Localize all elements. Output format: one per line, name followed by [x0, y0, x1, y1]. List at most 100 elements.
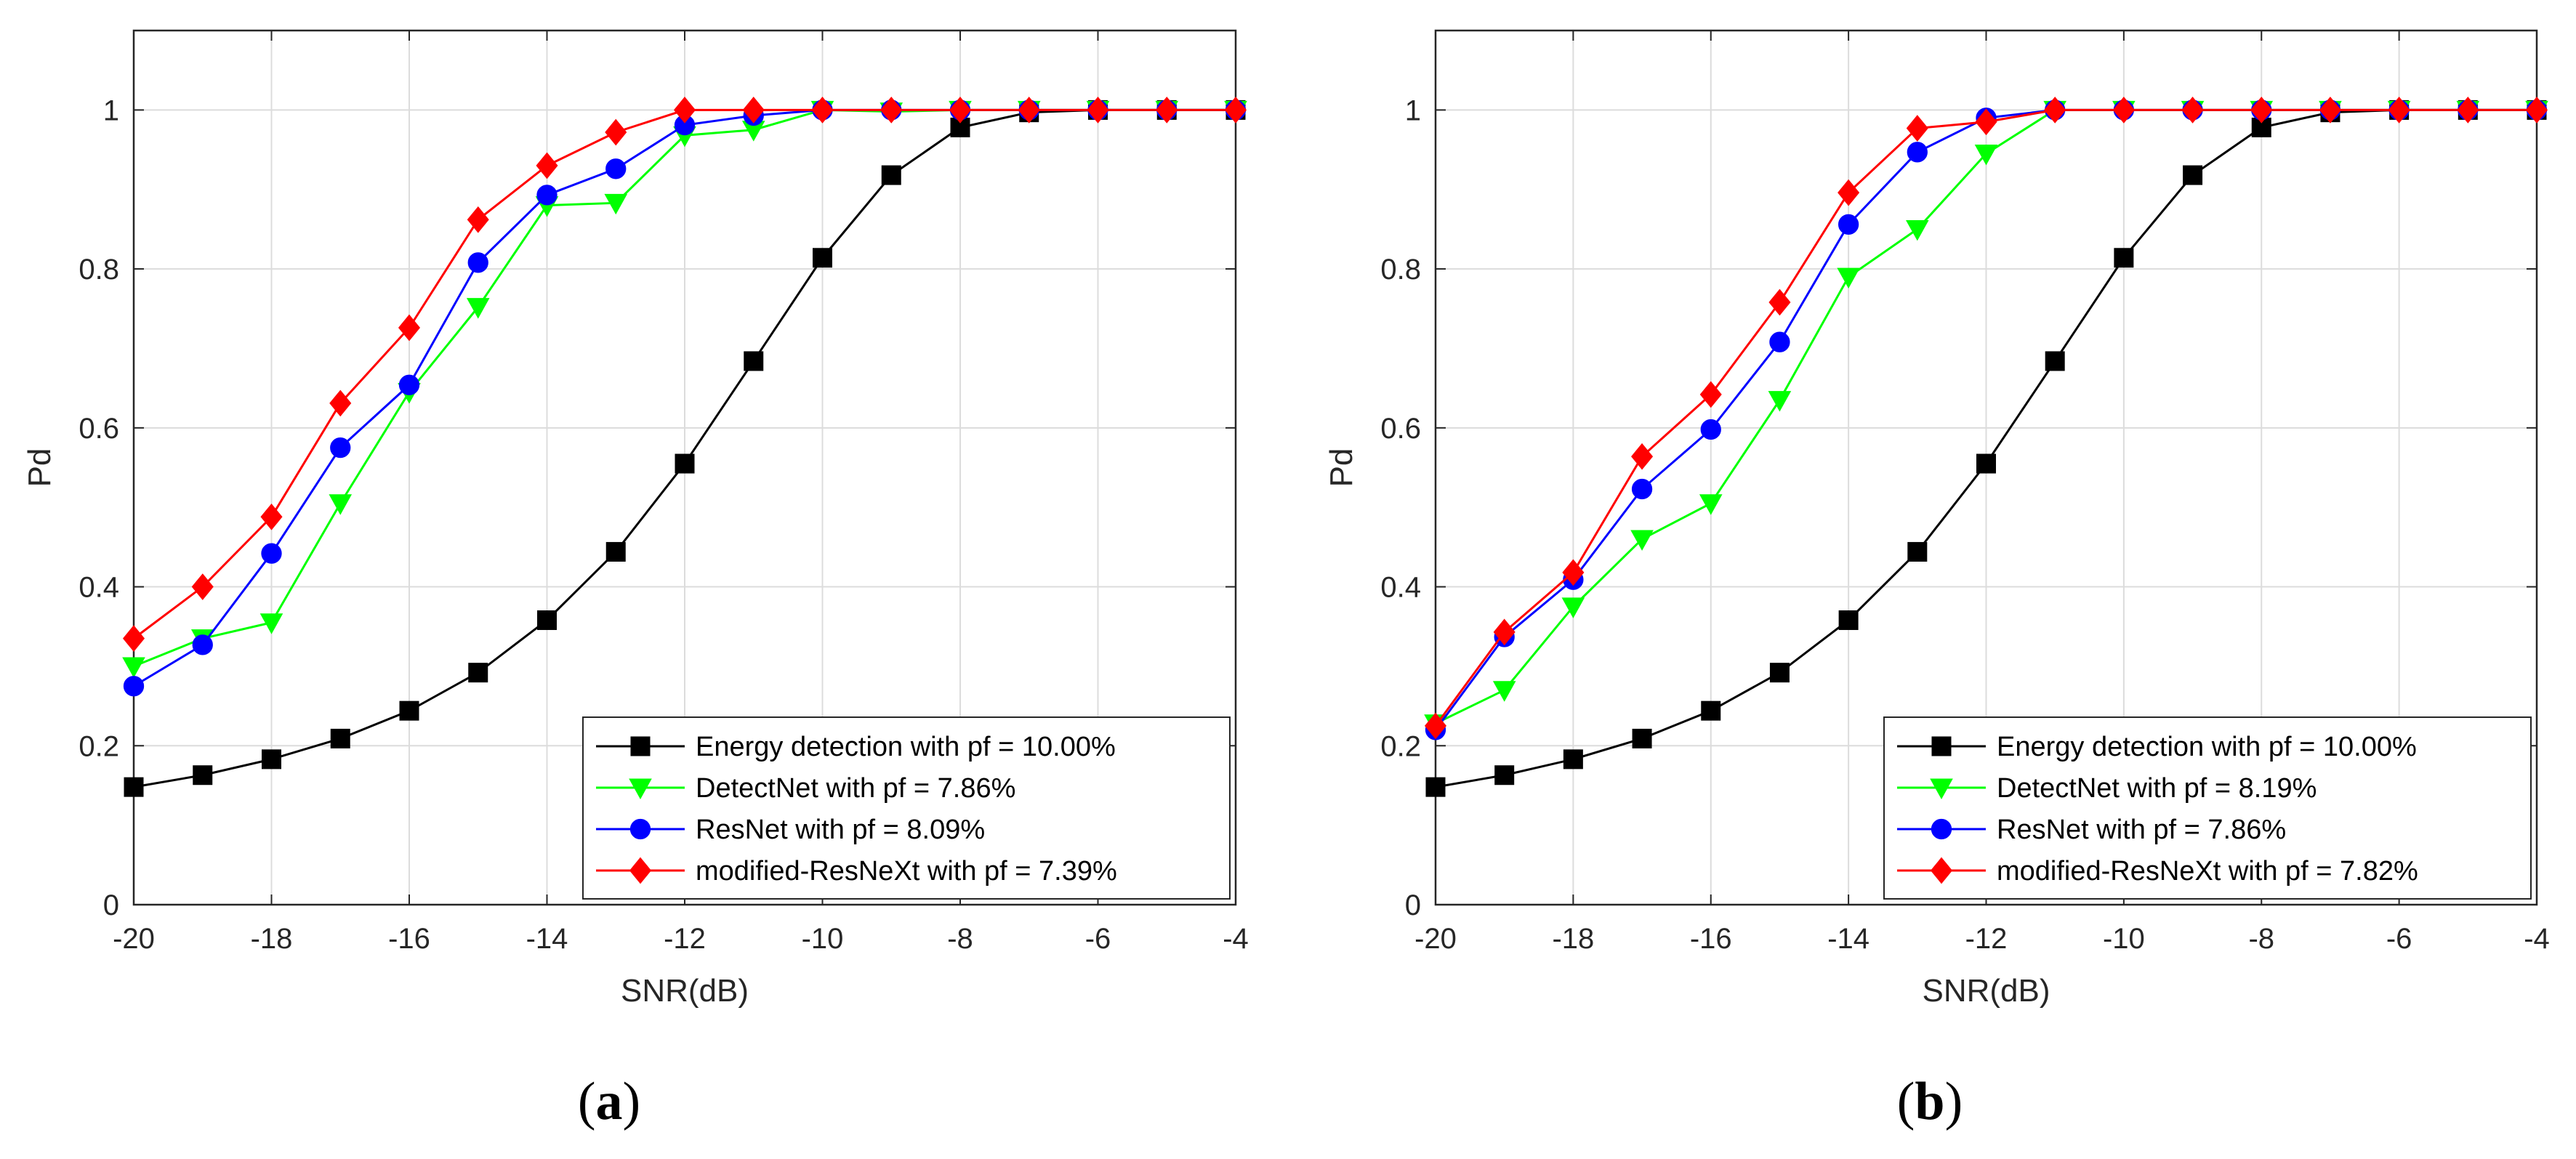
data-point	[1631, 478, 1653, 500]
legend-box	[582, 716, 1231, 900]
data-point	[881, 165, 901, 185]
data-point	[1563, 749, 1583, 770]
y-tick-label: 1	[1405, 94, 1421, 126]
data-point	[399, 700, 419, 721]
data-point	[605, 541, 626, 562]
x-tick-label: -20	[1414, 923, 1457, 955]
panel-caption: (a)	[578, 1072, 640, 1131]
data-point	[605, 118, 627, 146]
data-point	[1492, 681, 1516, 702]
x-axis-label: SNR(dB)	[621, 973, 749, 1009]
data-point	[330, 728, 350, 748]
legend-marker	[629, 857, 652, 884]
data-point	[880, 97, 903, 124]
data-point	[2525, 97, 2548, 124]
data-point	[1224, 97, 1247, 124]
data-point	[2044, 97, 2066, 124]
data-point	[675, 453, 695, 474]
legend-entry: modified-ResNeXt with pf = 7.82%	[1997, 856, 2418, 887]
x-tick-label: -10	[2103, 923, 2145, 955]
data-point	[192, 634, 213, 655]
data-point	[122, 657, 145, 678]
y-tick-label: 0.4	[79, 572, 119, 604]
x-tick-label: -16	[1690, 923, 1732, 955]
data-point	[2457, 97, 2479, 124]
x-tick-label: -12	[1965, 923, 2008, 955]
data-point	[1838, 179, 1860, 206]
legend-marker	[1931, 736, 1952, 756]
data-point	[468, 663, 488, 683]
data-point	[1562, 559, 1585, 586]
data-point	[330, 437, 351, 459]
legend-box	[1883, 716, 2532, 900]
chart-panel-b: -20 -18 -16 -14 -12 -10 -8 -6 -4 0 0.2 0.4 0.6 0.8 1 SN…	[1324, 29, 2550, 1131]
y-tick-label: 0.6	[79, 413, 119, 445]
data-point	[742, 97, 765, 124]
data-point	[1700, 419, 1721, 440]
data-point	[2183, 165, 2203, 185]
data-point	[191, 573, 214, 600]
data-point	[193, 765, 213, 786]
legend-entry: ResNet with pf = 7.86%	[1997, 815, 2286, 845]
data-point	[536, 185, 558, 206]
legend-marker	[629, 778, 652, 799]
data-point	[1699, 381, 1722, 408]
data-point	[1975, 108, 1997, 136]
x-tick-label: -6	[1085, 923, 1111, 955]
data-point	[604, 193, 628, 215]
series-3	[122, 97, 1247, 652]
legend-marker	[630, 736, 651, 756]
data-point	[1974, 145, 1998, 166]
data-point	[1630, 530, 1654, 551]
data-point	[1087, 97, 1109, 124]
panel-caption-letter: b	[1915, 1072, 1944, 1131]
x-tick-label: -10	[802, 923, 844, 955]
data-point	[2250, 97, 2273, 124]
data-point	[813, 248, 832, 268]
data-point	[2319, 97, 2341, 124]
data-point	[398, 374, 420, 395]
legend-entry: DetectNet with pf = 7.86%	[696, 773, 1015, 804]
data-point	[1838, 610, 1859, 630]
panel-caption: (b)	[1897, 1072, 1963, 1131]
y-tick-label: 0	[103, 889, 119, 921]
y-axis-label: Pd	[1324, 448, 1359, 488]
data-point	[329, 389, 352, 417]
data-point	[2045, 351, 2065, 371]
data-point	[1907, 541, 1928, 562]
data-point	[1699, 494, 1723, 515]
data-point	[1561, 597, 1585, 618]
y-tick-label: 0.6	[1380, 413, 1421, 445]
data-point	[1631, 443, 1654, 470]
legend-entry: Energy detection with pf = 10.00%	[1997, 732, 2417, 762]
data-point	[2112, 97, 2135, 124]
data-point	[467, 206, 489, 233]
x-tick-label: -12	[664, 923, 706, 955]
x-tick-label: -18	[1552, 923, 1594, 955]
data-point	[1156, 97, 1178, 124]
data-point	[1701, 700, 1721, 721]
data-point	[2181, 97, 2204, 124]
data-point	[262, 749, 281, 770]
data-point	[466, 298, 490, 319]
data-point	[398, 314, 421, 342]
data-point	[2114, 248, 2134, 268]
data-point	[260, 503, 283, 530]
y-tick-label: 0	[1405, 889, 1421, 921]
y-tick-label: 0.2	[1380, 730, 1421, 762]
y-tick-label: 0.8	[1380, 254, 1421, 286]
x-tick-label: -14	[1827, 923, 1869, 955]
legend: Energy detection with pf = 10.00% DetectN…	[1883, 716, 2532, 900]
y-tick-label: 0.2	[79, 730, 119, 762]
x-tick-label: -20	[113, 923, 155, 955]
legend-entry: modified-ResNeXt with pf = 7.39%	[696, 856, 1117, 887]
x-tick-label: -4	[1223, 923, 1249, 955]
legend-marker	[1931, 818, 1952, 840]
data-point	[2388, 97, 2410, 124]
panel-caption-letter: a	[596, 1072, 623, 1131]
x-tick-label: -8	[947, 923, 973, 955]
legend: Energy detection with pf = 10.00% DetectN…	[582, 716, 1231, 900]
y-tick-label: 1	[103, 94, 119, 126]
x-tick-label: -18	[251, 923, 293, 955]
